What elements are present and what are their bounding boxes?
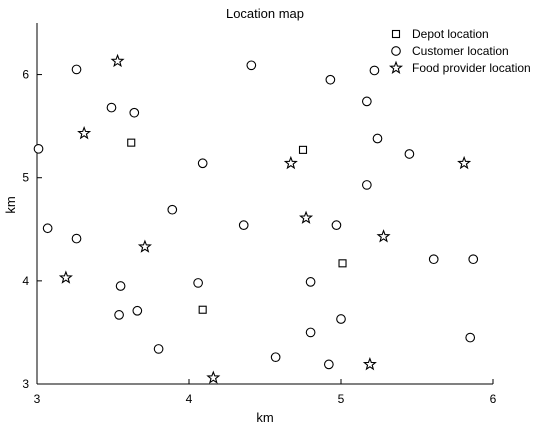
- depot-location-point: [198, 305, 207, 314]
- customer-location-point: [361, 96, 372, 107]
- customer-location-point: [42, 223, 53, 234]
- legend-circle-marker: [391, 46, 401, 56]
- customer-location-point: [129, 107, 140, 118]
- customer-location-point: [404, 149, 415, 159]
- y-tick-label: 4: [22, 274, 29, 288]
- customer-location-point: [372, 133, 383, 144]
- x-tick-label: 5: [338, 392, 345, 406]
- x-axis-label: km: [256, 410, 273, 425]
- x-tick-label: 3: [34, 392, 41, 406]
- food-provider-location-point: [299, 210, 314, 224]
- legend-entry-label: Customer location: [412, 44, 509, 58]
- food-provider-location-point: [362, 357, 377, 371]
- customer-location-point: [305, 327, 316, 338]
- customer-location-point: [305, 277, 316, 287]
- customer-location-point: [153, 344, 164, 354]
- legend-star-marker: [388, 60, 404, 74]
- legend-square-marker: [391, 29, 401, 39]
- customer-location-point: [331, 220, 342, 231]
- customer-location-point: [238, 220, 249, 231]
- x-tick-label: 4: [186, 392, 193, 406]
- data-marks: [33, 53, 479, 384]
- depot-location-point: [127, 138, 136, 147]
- customer-location-point: [106, 102, 117, 113]
- customer-location-point: [428, 254, 439, 265]
- customer-location-point: [114, 310, 124, 320]
- depot-location-point: [338, 259, 347, 268]
- y-axis-label: km: [3, 196, 18, 213]
- x-tick-label: 6: [490, 392, 497, 406]
- food-provider-location-point: [206, 370, 221, 384]
- legend-entry-label: Food provider location: [412, 61, 531, 75]
- customer-location-point: [71, 233, 82, 244]
- y-tick-label: 5: [22, 171, 29, 185]
- customer-location-point: [468, 254, 479, 265]
- tick-group: 3 4 5 6 3 4 5 6: [22, 68, 496, 406]
- customer-location-point: [361, 180, 372, 190]
- customer-location-point: [71, 64, 82, 75]
- food-provider-location-point: [283, 155, 298, 170]
- customer-location-point: [336, 314, 346, 324]
- customer-location-point: [167, 204, 178, 215]
- customer-location-point: [270, 352, 281, 363]
- food-provider-location-point: [457, 155, 472, 170]
- customer-location-point: [325, 74, 336, 85]
- customer-location-point: [33, 143, 44, 154]
- customer-location-point: [197, 158, 208, 169]
- food-provider-location-point: [77, 125, 92, 140]
- plot-axes: [36, 23, 493, 385]
- depot-location-point: [298, 145, 308, 154]
- customer-location-point: [465, 332, 476, 343]
- customer-location-point: [323, 359, 334, 370]
- legend-entry-label: Depot location: [412, 27, 489, 41]
- food-provider-location-point: [110, 53, 125, 68]
- customer-location-point: [132, 305, 143, 316]
- chart-title: Location map: [226, 6, 304, 21]
- food-provider-location-point: [58, 270, 73, 284]
- customer-location-point: [115, 281, 126, 291]
- customer-location-point: [193, 278, 203, 288]
- customer-location-point: [246, 60, 257, 71]
- y-tick-label: 6: [22, 68, 29, 82]
- food-provider-location-point: [137, 239, 152, 253]
- customer-location-point: [369, 65, 380, 76]
- y-tick-label: 3: [22, 377, 29, 391]
- legend: Depot location Customer location Food prov…: [388, 27, 531, 75]
- food-provider-location-point: [376, 229, 391, 243]
